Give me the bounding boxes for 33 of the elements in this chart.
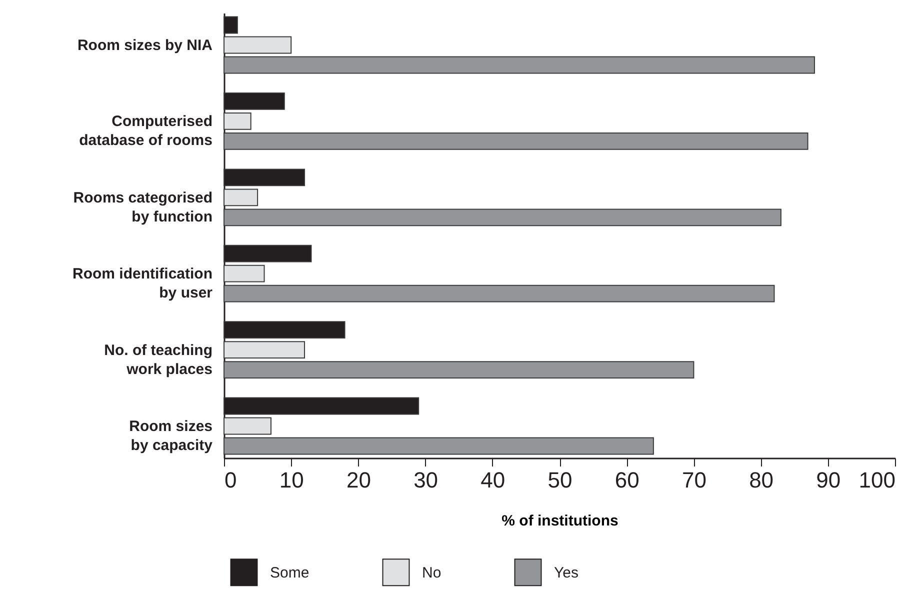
legend-label: Yes — [554, 564, 578, 582]
bar — [224, 361, 694, 378]
y-tick-label: Room sizes by capacity — [129, 418, 214, 454]
bar — [224, 112, 252, 130]
bar — [224, 264, 265, 282]
x-tick-label: 50 — [548, 468, 572, 492]
x-axis-title: % of institutions — [502, 512, 618, 530]
x-tick-label: 0 — [224, 468, 237, 492]
bar — [224, 341, 306, 358]
x-tick-label: 90 — [816, 468, 841, 492]
bar — [224, 417, 272, 435]
y-tick-label: Room sizes by NIA — [77, 37, 213, 54]
legend-label: No — [422, 564, 442, 582]
x-tick-label: 100 — [858, 468, 896, 492]
bar — [224, 132, 808, 150]
bar — [224, 36, 292, 54]
x-tick-label: 80 — [749, 468, 774, 492]
x-tick-label: 60 — [614, 468, 640, 492]
bar — [224, 284, 775, 302]
y-tick-label: Rooms categorised by function — [73, 189, 212, 226]
x-tick-label: 30 — [414, 468, 438, 492]
bar — [224, 188, 258, 206]
bar — [224, 437, 654, 455]
x-tick-label: 10 — [279, 468, 304, 492]
bar — [224, 56, 815, 74]
x-tick-label: 20 — [346, 468, 371, 492]
legend-label: Some — [270, 564, 310, 582]
y-tick-label: No. of teaching work places — [104, 342, 212, 378]
bar — [224, 208, 782, 226]
y-tick-label: Computerised database of rooms — [79, 113, 212, 150]
x-tick-label: 70 — [682, 468, 706, 492]
x-tick-label: 40 — [480, 468, 506, 492]
y-tick-label: Room identification by user — [72, 266, 213, 302]
